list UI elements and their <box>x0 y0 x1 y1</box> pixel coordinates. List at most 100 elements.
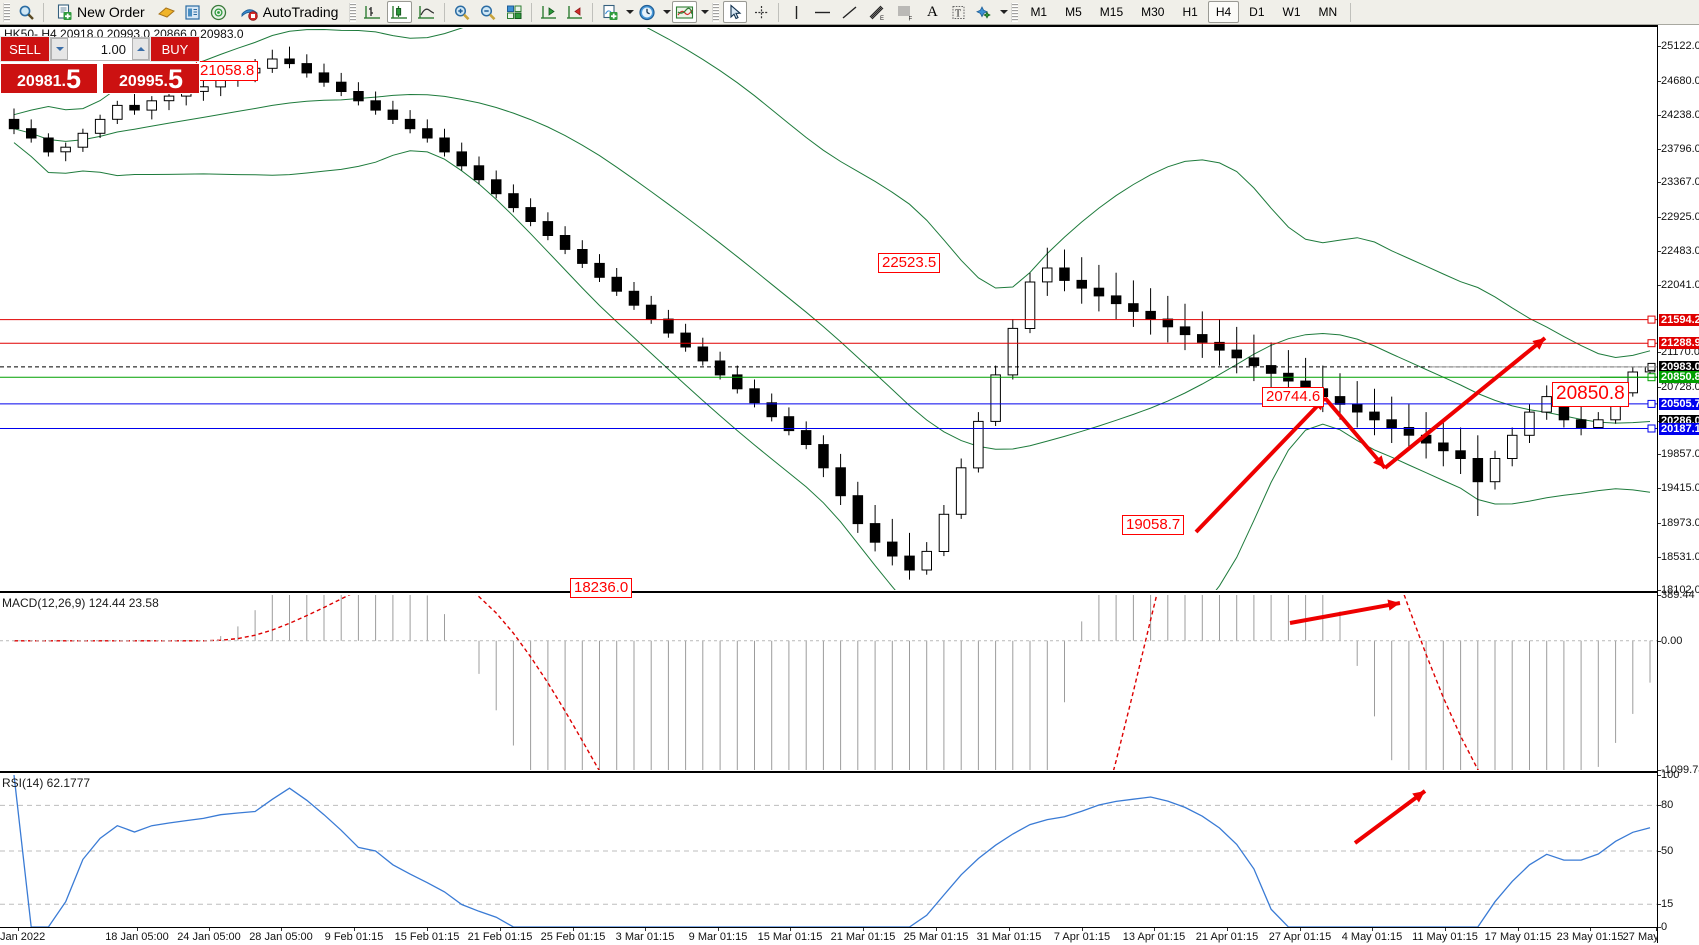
templates-icon[interactable] <box>672 1 698 23</box>
price-axis[interactable]: 25122.0 24680.0 24238.0 23796.0 23367.0 22925… <box>1657 25 1699 943</box>
annot-18236[interactable]: 18236.0 <box>570 578 633 598</box>
macd-pane[interactable]: MACD(12,26,9) 124.44 23.58 <box>0 595 1657 770</box>
time-axis[interactable]: 2 Jan 2022 18 Jan 05:00 24 Jan 05:00 28 Jan… <box>0 927 1689 945</box>
horizontal-line-icon[interactable] <box>810 1 835 23</box>
candle-body <box>663 318 674 334</box>
periods-chevron-down-icon[interactable] <box>663 10 672 14</box>
toolbar-grip-2[interactable] <box>349 2 357 22</box>
bollinger-band-middle <box>13 93 1651 450</box>
buy-price-display[interactable]: 20995. 5 <box>102 63 200 94</box>
trend-arrow-up-1[interactable] <box>1194 396 1327 534</box>
price-level-handle[interactable] <box>1647 339 1656 348</box>
sell-button[interactable]: SELL <box>0 36 50 62</box>
zoom-search-icon[interactable] <box>14 1 38 23</box>
auto-scroll-icon[interactable] <box>537 1 561 23</box>
annot-20744[interactable]: 20744.6 <box>1262 387 1325 407</box>
price-tick: 21170.0 <box>1658 346 1699 359</box>
templates-chevron-down-icon[interactable] <box>701 10 710 14</box>
timeframe-m1[interactable]: M1 <box>1030 5 1048 19</box>
shapes-icon[interactable] <box>972 1 996 23</box>
svg-text:F: F <box>909 16 913 21</box>
candle-body <box>800 430 812 446</box>
timeframe-w1[interactable]: W1 <box>1282 5 1301 19</box>
price-level-handle[interactable] <box>1647 315 1656 324</box>
toolbar-grip[interactable] <box>3 2 10 22</box>
navigator-icon[interactable] <box>207 1 231 23</box>
price-level-handle[interactable] <box>1647 424 1656 433</box>
equidistant-channel-icon[interactable]: E <box>864 1 890 23</box>
indicators-chevron-down-icon[interactable] <box>626 10 635 14</box>
candlestick-chart-icon[interactable] <box>387 1 413 23</box>
one-click-trading-panel[interactable]: SELL 1.00 BUY 20981. 5 20995. 5 <box>0 36 200 94</box>
price-level-handle[interactable] <box>1647 362 1656 371</box>
line-chart-icon[interactable] <box>414 1 439 23</box>
text-icon[interactable]: A <box>920 1 944 23</box>
rsi-pane[interactable]: RSI(14) 62.1777 <box>0 775 1657 927</box>
trend-arrow-up-2[interactable] <box>1383 336 1547 470</box>
toolbar-grip-3[interactable] <box>712 2 720 22</box>
data-window-icon[interactable] <box>181 1 205 23</box>
sell-price-display[interactable]: 20981. 5 <box>0 63 98 94</box>
expert-advisor-icon[interactable] <box>154 1 179 23</box>
price-level-tag[interactable]: 21594.2 <box>1659 313 1699 326</box>
price-pane[interactable] <box>0 28 1657 590</box>
chart-shift-icon[interactable] <box>563 1 587 23</box>
price-level-tag[interactable]: 20505.7 <box>1659 397 1699 410</box>
timeframe-h4[interactable]: H4 <box>1207 1 1240 23</box>
text-label-icon[interactable]: T <box>946 1 970 23</box>
trend-arrow-down-1[interactable] <box>1323 396 1387 470</box>
volume-decrement-button[interactable] <box>51 38 68 60</box>
indicators-icon[interactable] <box>598 1 622 23</box>
fibonacci-retracement-icon[interactable]: F <box>892 1 918 23</box>
volume-increment-button[interactable] <box>132 38 149 60</box>
annot-21058[interactable]: 21058.8 <box>196 61 259 81</box>
timeframe-m30[interactable]: M30 <box>1141 5 1165 19</box>
rsi-label: RSI(14) 62.1777 <box>2 776 91 790</box>
zoom-out-icon[interactable] <box>476 1 500 23</box>
autotrading-button[interactable]: AutoTrading <box>233 1 346 23</box>
new-order-button[interactable]: New Order <box>49 1 152 23</box>
price-level-tag[interactable]: 20983.0 <box>1659 360 1699 373</box>
price-level-tag[interactable]: 20187.1 <box>1659 422 1699 435</box>
bar-chart-icon[interactable] <box>360 1 385 23</box>
buy-button[interactable]: BUY <box>150 36 200 62</box>
time-tick <box>1082 928 1083 931</box>
time-label: 17 May 01:15 <box>1484 931 1552 943</box>
candle-body <box>1007 327 1019 376</box>
candle-body <box>577 249 588 264</box>
macd-trend-arrow[interactable] <box>1289 599 1401 625</box>
timeframe-mn[interactable]: MN <box>1318 5 1338 19</box>
price-level-tag[interactable]: 21288.9 <box>1659 337 1699 350</box>
timeframe-m5[interactable]: M5 <box>1065 5 1082 19</box>
time-tick <box>137 928 138 931</box>
cursor-icon[interactable] <box>723 1 748 23</box>
timeframe-d1[interactable]: D1 <box>1249 5 1265 19</box>
tile-windows-icon[interactable] <box>502 1 526 23</box>
timeframe-m15[interactable]: M15 <box>1099 5 1124 19</box>
time-tick <box>1656 928 1657 931</box>
annot-19058[interactable]: 19058.7 <box>1122 515 1185 535</box>
time-tick <box>1227 928 1228 931</box>
timeframe-h1[interactable]: H1 <box>1182 5 1198 19</box>
chart-top-border <box>0 25 1657 27</box>
time-label: 11 May 01:15 <box>1412 931 1478 943</box>
crosshair-icon[interactable] <box>749 1 773 23</box>
volume-stepper[interactable]: 1.00 <box>50 37 150 61</box>
rsi-trend-arrow[interactable] <box>1353 789 1427 845</box>
candle-body <box>869 523 881 543</box>
trendline-icon[interactable] <box>837 1 862 23</box>
chart-window[interactable]: HK50-,H4 20918,0 20993.0 20866.0 20983.0… <box>0 25 1699 945</box>
price-tick: 20728.0 <box>1658 380 1699 393</box>
toolbar-grip-4[interactable] <box>1011 2 1019 22</box>
vertical-line-icon[interactable] <box>784 1 808 23</box>
periods-clock-icon[interactable] <box>635 1 659 23</box>
candle-body <box>1162 318 1174 328</box>
time-tick <box>500 928 501 931</box>
price-level-handle[interactable] <box>1647 373 1656 382</box>
zoom-in-icon[interactable] <box>450 1 474 23</box>
price-level-handle[interactable] <box>1647 399 1656 408</box>
annot-22523[interactable]: 22523.5 <box>878 253 941 273</box>
annot-20850[interactable]: 20850.8 <box>1552 382 1629 407</box>
price-level-tag[interactable]: 20850.8 <box>1659 371 1699 384</box>
shapes-chevron-down-icon[interactable] <box>1000 10 1009 14</box>
